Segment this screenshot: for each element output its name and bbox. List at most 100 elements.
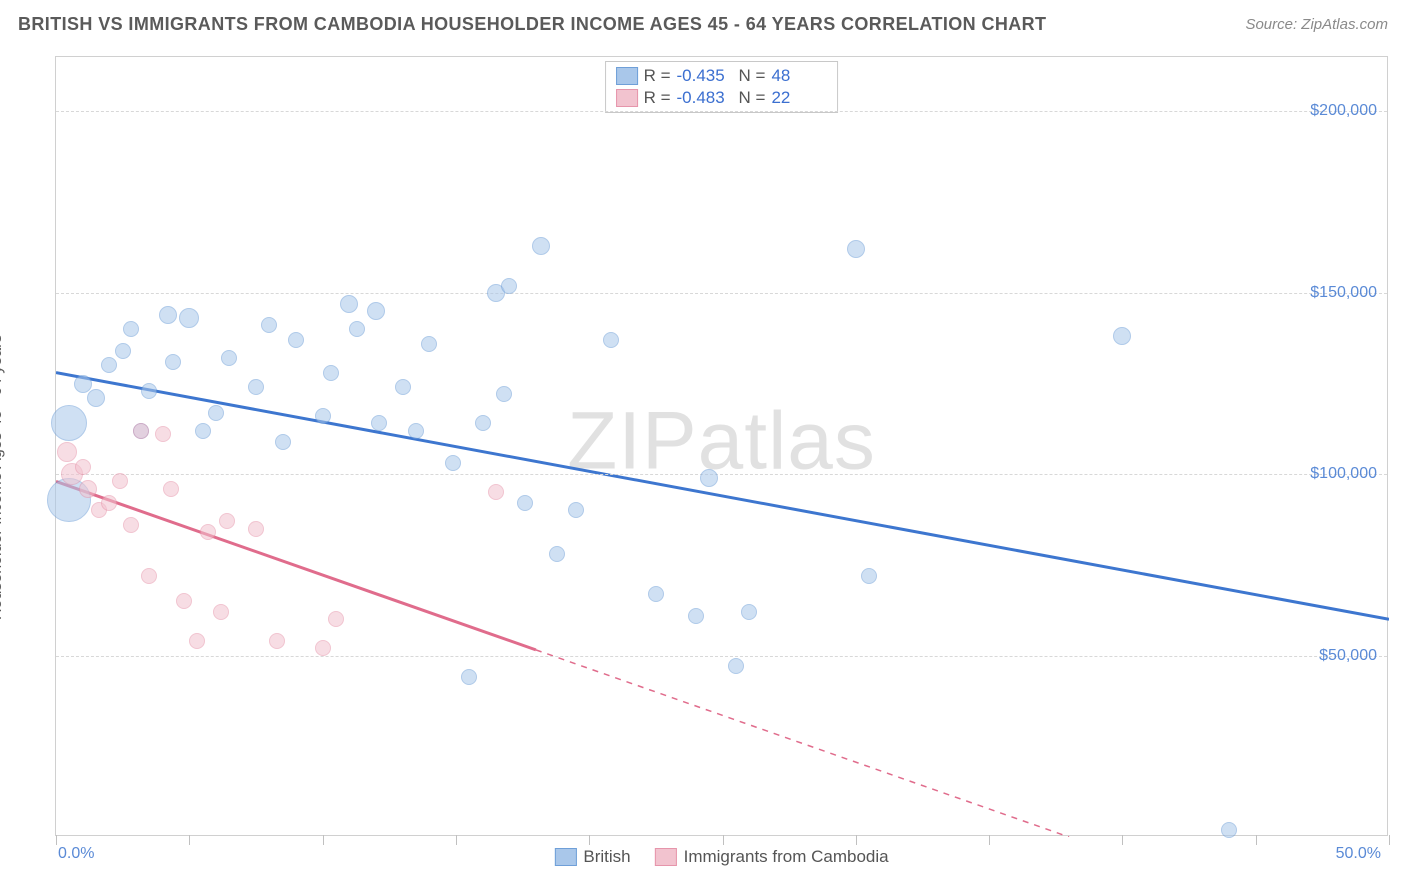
data-point (213, 604, 229, 620)
data-point (155, 426, 171, 442)
data-point (861, 568, 877, 584)
header: BRITISH VS IMMIGRANTS FROM CAMBODIA HOUS… (18, 14, 1388, 35)
swatch-icon (616, 89, 638, 107)
n-value: 48 (771, 66, 827, 86)
x-tick (723, 835, 724, 845)
swatch-icon (616, 67, 638, 85)
x-tick (56, 835, 57, 845)
legend-label: British (583, 847, 630, 867)
data-point (261, 317, 277, 333)
n-label: N = (739, 66, 766, 86)
data-point (179, 308, 199, 328)
data-point (741, 604, 757, 620)
data-point (461, 669, 477, 685)
y-tick-label: $100,000 (1310, 465, 1377, 483)
gridline (56, 474, 1387, 475)
n-value: 22 (771, 88, 827, 108)
data-point (275, 434, 291, 450)
data-point (248, 379, 264, 395)
data-point (1221, 822, 1237, 838)
data-point (101, 495, 117, 511)
data-point (269, 633, 285, 649)
data-point (349, 321, 365, 337)
legend-row: R = -0.435 N = 48 (616, 65, 828, 87)
chart-area: ZIPatlas R = -0.435 N = 48 R = -0.483 N … (55, 56, 1388, 836)
legend-item: British (554, 847, 630, 867)
data-point (74, 375, 92, 393)
swatch-icon (554, 848, 576, 866)
watermark-bold: ZIP (567, 395, 698, 486)
data-point (700, 469, 718, 487)
data-point (340, 295, 358, 313)
data-point (133, 423, 149, 439)
data-point (248, 521, 264, 537)
x-tick (323, 835, 324, 845)
data-point (288, 332, 304, 348)
swatch-icon (655, 848, 677, 866)
legend-item: Immigrants from Cambodia (655, 847, 889, 867)
data-point (221, 350, 237, 366)
legend-correlation: R = -0.435 N = 48 R = -0.483 N = 22 (605, 61, 839, 113)
x-tick (856, 835, 857, 845)
x-tick (1122, 835, 1123, 845)
data-point (1113, 327, 1131, 345)
data-point (315, 408, 331, 424)
data-point (208, 405, 224, 421)
data-point (57, 442, 77, 462)
data-point (367, 302, 385, 320)
x-tick-label: 50.0% (1336, 845, 1381, 863)
data-point (421, 336, 437, 352)
data-point (323, 365, 339, 381)
legend-series: British Immigrants from Cambodia (554, 837, 888, 867)
x-tick (589, 835, 590, 845)
data-point (371, 415, 387, 431)
data-point (488, 484, 504, 500)
data-point (115, 343, 131, 359)
x-tick (1256, 835, 1257, 845)
data-point (159, 306, 177, 324)
y-tick-label: $200,000 (1310, 102, 1377, 120)
y-axis-label: Householder Income Ages 45 - 64 years (0, 335, 6, 621)
x-tick (1389, 835, 1390, 845)
data-point (549, 546, 565, 562)
y-tick-label: $150,000 (1310, 284, 1377, 302)
data-point (408, 423, 424, 439)
data-point (328, 611, 344, 627)
data-point (728, 658, 744, 674)
legend-row: R = -0.483 N = 22 (616, 87, 828, 109)
trend-lines (56, 57, 1389, 837)
x-tick (456, 835, 457, 845)
x-tick (989, 835, 990, 845)
data-point (475, 415, 491, 431)
data-point (123, 321, 139, 337)
data-point (165, 354, 181, 370)
n-label: N = (739, 88, 766, 108)
data-point (501, 278, 517, 294)
data-point (112, 473, 128, 489)
r-value: -0.483 (677, 88, 733, 108)
data-point (51, 405, 87, 441)
data-point (688, 608, 704, 624)
data-point (141, 383, 157, 399)
data-point (496, 386, 512, 402)
watermark-thin: atlas (698, 395, 876, 486)
r-label: R = (644, 88, 671, 108)
data-point (189, 633, 205, 649)
data-point (603, 332, 619, 348)
data-point (141, 568, 157, 584)
data-point (87, 389, 105, 407)
data-point (847, 240, 865, 258)
data-point (532, 237, 550, 255)
data-point (75, 459, 91, 475)
data-point (79, 480, 97, 498)
gridline (56, 293, 1387, 294)
r-value: -0.435 (677, 66, 733, 86)
data-point (517, 495, 533, 511)
x-tick-label: 0.0% (58, 845, 94, 863)
data-point (200, 524, 216, 540)
data-point (648, 586, 664, 602)
data-point (176, 593, 192, 609)
data-point (445, 455, 461, 471)
gridline (56, 656, 1387, 657)
data-point (195, 423, 211, 439)
